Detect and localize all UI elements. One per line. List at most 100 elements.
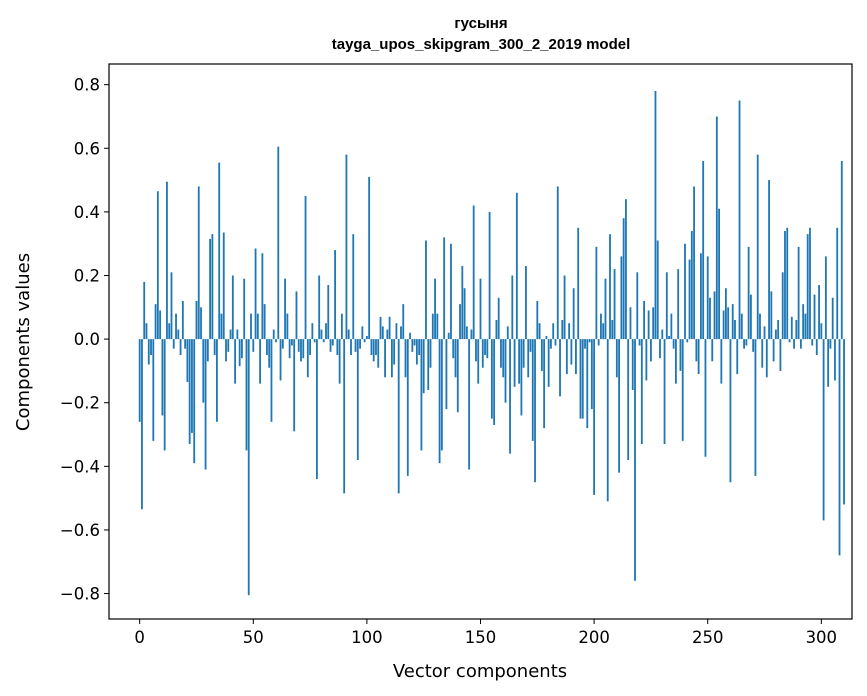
x-tick-label: 150 [465, 628, 497, 647]
bar [652, 307, 655, 340]
bar [468, 339, 471, 470]
bar [563, 275, 566, 340]
bar [540, 339, 543, 371]
bar [138, 339, 141, 422]
bar [152, 339, 155, 441]
bar [252, 339, 255, 352]
bar [425, 240, 427, 340]
bar [356, 339, 359, 460]
bar [763, 326, 766, 340]
bar [297, 339, 300, 352]
bar [381, 326, 384, 340]
bar [481, 339, 484, 368]
bar [225, 339, 227, 362]
bar [250, 313, 252, 340]
bar [500, 339, 502, 368]
bar [654, 91, 657, 340]
bar [772, 339, 775, 362]
bar [386, 329, 389, 340]
bar [254, 248, 257, 340]
bar [461, 265, 464, 340]
bar [404, 339, 407, 378]
bar [843, 339, 845, 505]
bar [522, 339, 525, 368]
bar [643, 300, 646, 340]
bar [531, 339, 534, 441]
bar [661, 329, 664, 340]
bar [393, 339, 396, 365]
bar [765, 339, 768, 378]
bar [600, 313, 602, 340]
bar [790, 316, 793, 340]
bar [327, 285, 330, 340]
bar [718, 208, 720, 340]
bar [561, 320, 564, 340]
bar [595, 246, 598, 340]
bar [731, 304, 734, 340]
bar [715, 116, 718, 340]
bar [615, 339, 618, 378]
bar [186, 339, 189, 383]
bar [788, 339, 791, 343]
bar [606, 339, 609, 502]
bar [163, 339, 166, 451]
bar [627, 339, 630, 460]
bar [659, 339, 661, 359]
bar [156, 191, 159, 340]
bar [670, 313, 673, 340]
y-tick-label: −0.6 [60, 521, 100, 540]
bar [836, 227, 839, 340]
y-tick-label: 0.4 [74, 203, 100, 222]
bar [740, 313, 743, 340]
bar [831, 297, 834, 340]
bar [311, 323, 314, 340]
x-tick-label: 100 [351, 628, 383, 647]
bar [752, 339, 755, 352]
bar [515, 192, 518, 340]
bar [720, 339, 723, 384]
bar [445, 339, 448, 410]
bar [736, 339, 739, 375]
bar [202, 339, 205, 403]
bar [209, 238, 212, 340]
bar [734, 320, 736, 340]
bar [213, 339, 216, 356]
bar [291, 339, 293, 346]
bar [640, 339, 643, 445]
bar [266, 339, 268, 356]
bar [345, 154, 348, 340]
bar [504, 339, 507, 403]
bar [220, 313, 223, 340]
bar [697, 339, 700, 375]
bar [143, 281, 146, 340]
bar [456, 339, 459, 413]
bar [384, 339, 386, 378]
bar [713, 291, 716, 340]
bar [677, 269, 680, 340]
bar [436, 313, 439, 340]
bar [525, 265, 527, 340]
bar [409, 332, 411, 340]
bar [774, 329, 777, 340]
bar [459, 304, 461, 340]
bar [390, 339, 393, 378]
bar [834, 339, 836, 381]
bar [647, 310, 650, 340]
bar [368, 176, 371, 340]
y-axis-label: Components values [13, 253, 34, 431]
bar [675, 339, 677, 384]
bar [779, 339, 782, 371]
bar [604, 278, 607, 340]
bar [638, 339, 641, 346]
bar [490, 339, 493, 419]
bar [284, 278, 286, 340]
y-axis-ticks: 0.8 0.6 0.4 0.2 0.0 −0.2 −0.4 −0.6 −0.8 [60, 76, 109, 604]
bar [329, 339, 332, 352]
chart-title: гусыня [454, 15, 507, 32]
bar [193, 339, 196, 464]
bar [261, 253, 264, 340]
bar [602, 323, 605, 340]
bar [306, 339, 309, 378]
bar [738, 100, 741, 340]
bar [759, 313, 761, 340]
